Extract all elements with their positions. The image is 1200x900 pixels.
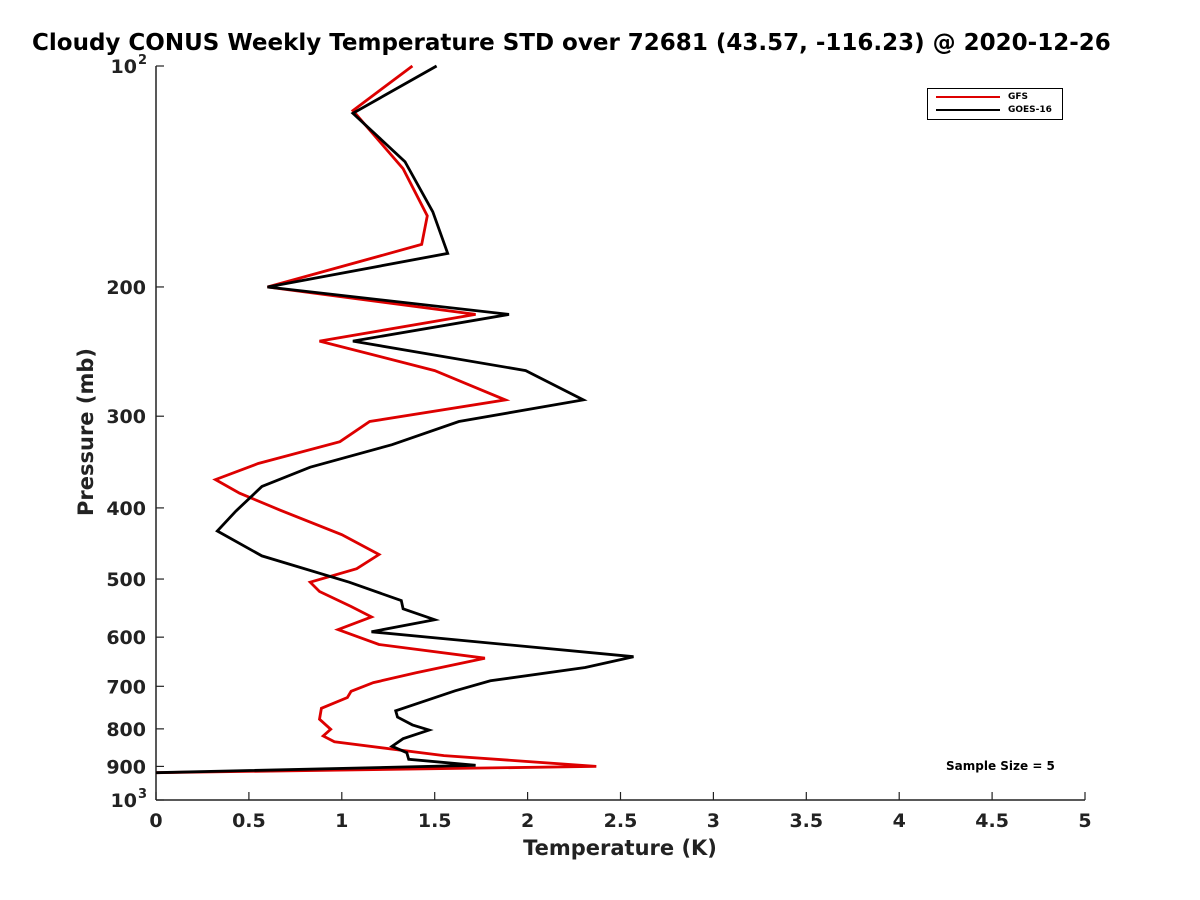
y-tick-label: 900	[106, 756, 146, 778]
x-tick-label: 3.5	[789, 810, 823, 832]
y-tick-label: 500	[106, 569, 146, 591]
series-line-goes16	[155, 64, 634, 775]
plot-axes	[155, 65, 1086, 801]
x-tick-label: 2	[521, 810, 534, 832]
y-tick-label: 600	[106, 627, 146, 649]
legend-swatch-gfs	[936, 96, 1000, 98]
legend-entry-gfs: GFS	[936, 91, 1028, 103]
y-tick-label: 400	[106, 498, 146, 520]
x-tick-label: 4	[893, 810, 906, 832]
legend-label-goes16: GOES-16	[1008, 105, 1052, 115]
series-line-gfs	[155, 64, 597, 775]
chart-title: Cloudy CONUS Weekly Temperature STD over…	[32, 30, 1111, 56]
legend-label-gfs: GFS	[1008, 92, 1029, 102]
y-tick-label: 300	[106, 406, 146, 428]
y-tick-label: 200	[106, 277, 146, 299]
x-tick-label: 5	[1078, 810, 1091, 832]
legend: GFS GOES-16	[927, 88, 1063, 120]
y-tick-label: 800	[106, 719, 146, 741]
x-tick-label: 4.5	[975, 810, 1009, 832]
y-tick-exponent: 2	[138, 53, 147, 68]
y-tick-label: 10	[111, 56, 137, 78]
x-axis-label: Temperature (K)	[523, 836, 717, 860]
x-tick-label: 0	[149, 810, 162, 832]
y-tick-label: 10	[111, 790, 137, 812]
tick-labels: 0 0.5 1 1.5 2 2.5 3 3.5 4 4.5 510 22003004005006007…	[106, 53, 1091, 832]
x-tick-label: 3	[707, 810, 720, 832]
x-tick-label: 1	[335, 810, 348, 832]
legend-entry-goes16: GOES-16	[936, 104, 1052, 116]
legend-swatch-goes16	[936, 109, 1000, 111]
y-axis-label: Pressure (mb)	[74, 348, 98, 516]
x-tick-label: 2.5	[604, 810, 638, 832]
x-tick-label: 0.5	[232, 810, 266, 832]
y-tick-label: 700	[106, 676, 146, 698]
y-tick-exponent: 3	[138, 787, 147, 802]
plot-series	[155, 64, 634, 775]
sample-size-annotation: Sample Size = 5	[946, 759, 1055, 773]
x-tick-label: 1.5	[418, 810, 452, 832]
